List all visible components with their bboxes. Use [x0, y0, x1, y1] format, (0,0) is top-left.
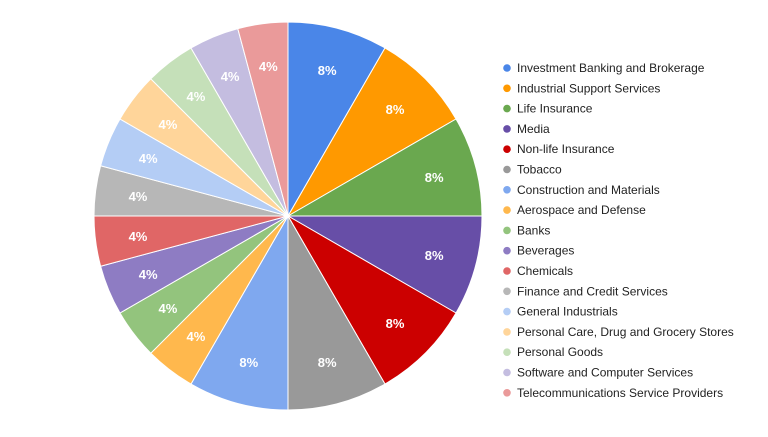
- slice-label-media: 8%: [425, 248, 444, 263]
- legend-item-investment-banking-and-brokerage: Investment Banking and Brokerage: [503, 61, 705, 75]
- slice-label-general-industrials: 4%: [139, 151, 158, 166]
- legend-item-finance-and-credit-services: Finance and Credit Services: [503, 284, 668, 298]
- legend-label: Software and Computer Services: [517, 366, 693, 380]
- legend-swatch: [503, 104, 511, 113]
- legend-label: Life Insurance: [517, 102, 593, 116]
- legend-item-tobacco: Tobacco: [503, 163, 562, 177]
- legend-label: Personal Goods: [517, 345, 603, 359]
- legend-label: Non-life Insurance: [517, 142, 615, 156]
- legend-label: General Industrials: [517, 305, 618, 319]
- legend-swatch: [503, 165, 511, 174]
- slice-label-aerospace-and-defense: 4%: [186, 329, 205, 344]
- legend-swatch: [503, 307, 511, 316]
- legend-item-life-insurance: Life Insurance: [503, 102, 593, 116]
- slice-label-construction-and-materials: 8%: [239, 355, 258, 370]
- legend-label: Beverages: [517, 244, 574, 258]
- legend-item-beverages: Beverages: [503, 244, 574, 258]
- slice-label-chemicals: 4%: [129, 229, 148, 244]
- legend-swatch: [503, 267, 511, 275]
- legend-label: Chemicals: [517, 264, 573, 278]
- legend-item-personal-goods: Personal Goods: [503, 345, 603, 359]
- slice-label-beverages: 4%: [139, 267, 158, 282]
- legend-item-general-industrials: General Industrials: [503, 305, 618, 319]
- legend-swatch: [503, 287, 511, 296]
- legend-item-construction-and-materials: Construction and Materials: [503, 183, 660, 197]
- slice-label-banks: 4%: [159, 301, 178, 316]
- legend-item-media: Media: [503, 122, 550, 136]
- pie-slices: [93, 21, 483, 411]
- slice-label-finance-and-credit-services: 4%: [129, 189, 148, 204]
- legend-item-banks: Banks: [503, 223, 550, 237]
- legend-item-chemicals: Chemicals: [503, 264, 573, 278]
- slice-label-non-life-insurance: 8%: [386, 316, 405, 331]
- legend-label: Media: [517, 122, 550, 136]
- legend-label: Construction and Materials: [517, 183, 660, 197]
- slice-label-investment-banking-and-brokerage: 8%: [318, 63, 337, 78]
- slice-label-industrial-support-services: 8%: [386, 102, 405, 117]
- legend-swatch: [503, 246, 511, 255]
- legend-label: Investment Banking and Brokerage: [517, 61, 705, 75]
- legend-label: Telecommunications Service Providers: [517, 386, 723, 400]
- legend-item-non-life-insurance: Non-life Insurance: [503, 142, 615, 156]
- slice-label-personal-goods: 4%: [186, 89, 205, 104]
- pie-slice-labels: 8% 8% 8% 8% 8% 8% 8% 4% 4% 4% 4% 4% 4% 4% 4% 4% 4%: [129, 59, 444, 370]
- legend-item-industrial-support-services: Industrial Support Services: [503, 81, 660, 95]
- pie-slice-non-life-insurance: [286, 214, 457, 385]
- legend-swatch: [503, 348, 511, 357]
- legend-swatch: [503, 145, 511, 153]
- pie-slice-telecommunications-service-providers: [237, 21, 289, 217]
- pie-slice-industrial-support-services: [286, 47, 457, 218]
- legend-swatch: [503, 368, 511, 377]
- legend-swatch: [503, 64, 511, 72]
- slice-label-personal-care-drug-and-grocery-stores: 4%: [159, 117, 178, 132]
- pie-slice-life-insurance: [286, 118, 483, 217]
- legend-swatch: [503, 125, 511, 133]
- pie-slice-construction-and-materials: [190, 214, 289, 411]
- legend-item-personal-care-drug-and-grocery-stores: Personal Care, Drug and Grocery Stores: [503, 325, 734, 339]
- legend-item-software-and-computer-services: Software and Computer Services: [503, 366, 693, 380]
- legend-label: Tobacco: [517, 163, 562, 177]
- legend-swatch: [503, 226, 511, 235]
- pie-slice-media: [286, 215, 483, 314]
- legend: Investment Banking and Brokerage Industri…: [503, 61, 734, 400]
- legend-label: Industrial Support Services: [517, 81, 660, 95]
- legend-label: Banks: [517, 223, 550, 237]
- legend-swatch: [503, 206, 511, 214]
- slice-label-tobacco: 8%: [318, 355, 337, 370]
- slice-label-life-insurance: 8%: [425, 170, 444, 185]
- legend-label: Aerospace and Defense: [517, 203, 646, 217]
- pie-slice-investment-banking-and-brokerage: [287, 21, 386, 218]
- legend-label: Finance and Credit Services: [517, 284, 668, 298]
- legend-swatch: [503, 84, 511, 93]
- slice-label-software-and-computer-services: 4%: [221, 69, 240, 84]
- legend-swatch: [503, 389, 511, 397]
- slice-label-telecommunications-service-providers: 4%: [259, 59, 278, 74]
- legend-swatch: [503, 186, 511, 194]
- pie-slice-tobacco: [287, 214, 386, 411]
- legend-swatch: [503, 328, 511, 336]
- legend-label: Personal Care, Drug and Grocery Stores: [517, 325, 734, 339]
- legend-item-aerospace-and-defense: Aerospace and Defense: [503, 203, 646, 217]
- legend-item-telecommunications-service-providers: Telecommunications Service Providers: [503, 386, 723, 400]
